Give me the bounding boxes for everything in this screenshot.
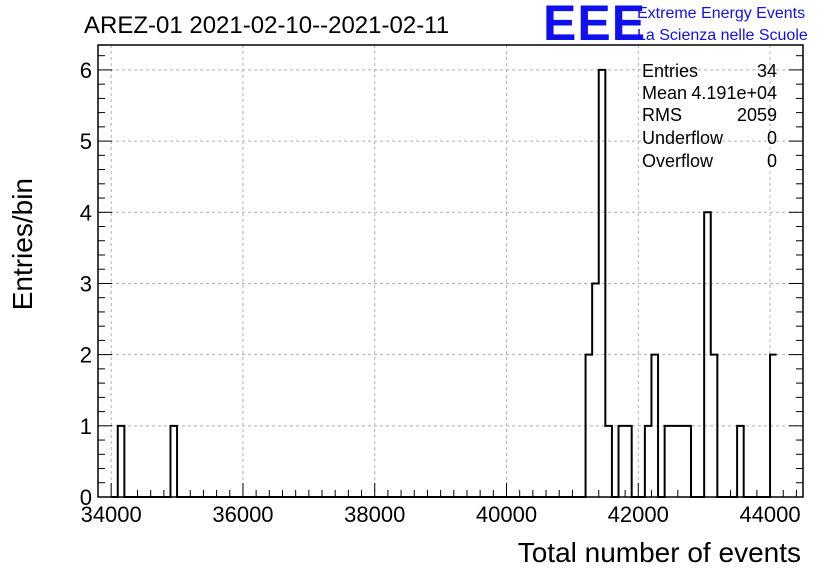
y-tick-label: 2	[80, 343, 92, 368]
y-tick-label: 3	[80, 271, 92, 296]
stats-mean-value: 4.191e+04	[691, 83, 777, 103]
histogram-bin	[671, 426, 678, 497]
y-axis-label: Entries/bin	[7, 178, 38, 310]
stats-entries-value: 34	[757, 61, 777, 81]
plot-frame	[97, 44, 804, 498]
stats-rms-value: 2059	[737, 105, 777, 125]
y-tick-label: 4	[80, 200, 92, 225]
y-tick-label: 5	[80, 129, 92, 154]
y-tick-label: 6	[80, 58, 92, 83]
eee-logo-line1: Extreme Energy Events	[637, 5, 805, 22]
stats-mean-label: Mean	[642, 83, 687, 103]
x-axis-label: Total number of events	[518, 537, 801, 568]
x-tick-label: 34000	[81, 502, 142, 527]
x-tick-label: 44000	[739, 502, 800, 527]
grid-lines	[98, 45, 803, 497]
y-tick-label: 1	[80, 414, 92, 439]
stats-rms-label: RMS	[642, 105, 682, 125]
x-tick-label: 42000	[608, 502, 669, 527]
x-tick-label: 40000	[476, 502, 537, 527]
chart-title: AREZ-01 2021-02-10--2021-02-11	[84, 12, 449, 39]
stats-box: Entries 34 Mean 4.191e+04 RMS 2059 Under…	[642, 61, 777, 171]
stats-overflow-label: Overflow	[642, 151, 714, 171]
eee-logo-letters: EEE	[543, 0, 646, 51]
x-tick-label: 36000	[212, 502, 273, 527]
y-tick-label: 0	[80, 485, 92, 510]
stats-underflow-label: Underflow	[642, 128, 724, 148]
histogram-bin	[678, 426, 685, 497]
x-axis-ticks: 34000 36000 38000 40000 42000 44000	[81, 483, 801, 527]
stats-entries-label: Entries	[642, 61, 698, 81]
x-tick-label: 38000	[344, 502, 405, 527]
stats-overflow-value: 0	[767, 151, 777, 171]
eee-logo: EEE Extreme Energy Events La Scienza nel…	[543, 0, 808, 51]
eee-logo-line2: La Scienza nelle Scuole	[637, 27, 808, 44]
stats-underflow-value: 0	[767, 128, 777, 148]
